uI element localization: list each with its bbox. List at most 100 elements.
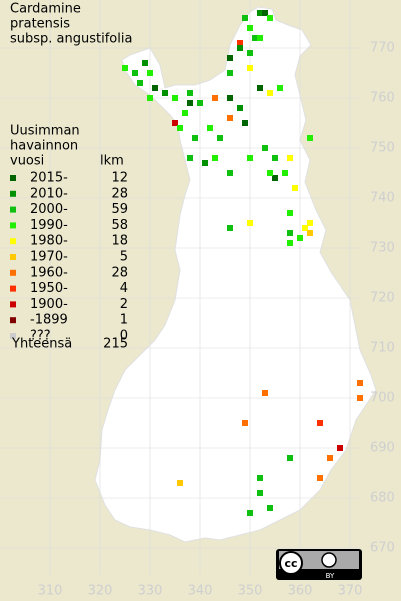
observation <box>307 220 313 226</box>
title-line: pratensis <box>10 17 70 32</box>
observation <box>147 70 153 76</box>
title-line: Cardamine <box>10 2 81 17</box>
observation <box>307 230 313 236</box>
legend-count: 12 <box>111 171 128 186</box>
legend-swatch <box>10 206 16 213</box>
legend-header: vuosi <box>10 154 44 169</box>
observation <box>257 10 263 16</box>
observation <box>317 420 323 426</box>
legend-label: 1960- <box>30 265 68 280</box>
observation <box>217 135 223 141</box>
y-tick-label: 720 <box>370 291 395 306</box>
legend-count-header: lkm <box>100 154 124 169</box>
observation <box>262 390 268 396</box>
legend-header: Uusimman <box>10 124 80 139</box>
legend-count: 59 <box>111 202 128 217</box>
x-tick-label: 350 <box>238 584 263 599</box>
legend-count: 28 <box>111 265 128 280</box>
x-tick-label: 310 <box>38 584 63 599</box>
observation <box>242 15 248 21</box>
observation <box>247 220 253 226</box>
observation <box>327 455 333 461</box>
observation <box>317 475 323 481</box>
legend-swatch <box>10 333 16 339</box>
y-tick-label: 670 <box>370 541 395 556</box>
observation <box>122 65 128 71</box>
observation <box>247 50 253 56</box>
legend-label: ??? <box>30 329 51 344</box>
y-tick-label: 770 <box>370 41 395 56</box>
observation <box>237 40 243 46</box>
x-tick-label: 360 <box>288 584 313 599</box>
observation <box>357 395 363 401</box>
y-tick-label: 710 <box>370 341 395 356</box>
x-tick-label: 340 <box>188 584 213 599</box>
legend-count: 28 <box>111 186 128 201</box>
observation <box>287 240 293 246</box>
observation <box>247 155 253 161</box>
observation <box>242 420 248 426</box>
y-tick-label: 760 <box>370 91 395 106</box>
observation <box>177 480 183 486</box>
observation <box>302 225 308 231</box>
observation <box>212 155 218 161</box>
observation <box>297 235 303 241</box>
legend-swatch <box>10 301 16 308</box>
observation <box>287 155 293 161</box>
cc-mark: cc <box>284 557 297 570</box>
observation <box>227 115 233 121</box>
observation <box>132 70 138 76</box>
observation <box>272 155 278 161</box>
observation <box>237 45 243 51</box>
y-tick-label: 690 <box>370 441 395 456</box>
observation <box>257 490 263 496</box>
legend-swatch <box>10 269 16 276</box>
observation <box>357 380 363 386</box>
legend-header: havainnon <box>10 139 78 154</box>
observation <box>337 445 343 451</box>
observation <box>227 170 233 176</box>
y-tick-label: 750 <box>370 141 395 156</box>
observation <box>267 15 273 21</box>
observation <box>182 110 188 116</box>
x-tick-label: 320 <box>88 584 113 599</box>
observation <box>142 60 148 66</box>
total-label: Yhteensä <box>11 337 72 352</box>
observation <box>152 85 158 91</box>
observation <box>262 10 268 16</box>
observation <box>257 35 263 41</box>
observation <box>227 70 233 76</box>
legend-label: 1990- <box>30 218 68 233</box>
legend-swatch <box>10 285 16 292</box>
y-tick-label: 730 <box>370 241 395 256</box>
observation <box>147 95 153 101</box>
total-count: 215 <box>103 337 128 352</box>
legend-label: 1970- <box>30 250 68 265</box>
by-label: BY <box>326 572 335 580</box>
observation <box>187 155 193 161</box>
legend-label: 1980- <box>30 234 68 249</box>
observation <box>172 95 178 101</box>
observation <box>257 85 263 91</box>
observation <box>187 90 193 96</box>
license-badge: cc BY <box>276 549 362 580</box>
legend-label: 1900- <box>30 297 68 312</box>
observation <box>202 160 208 166</box>
observation <box>277 85 283 91</box>
observation <box>227 95 233 101</box>
observation <box>247 25 253 31</box>
observation <box>137 80 143 86</box>
observation <box>282 170 288 176</box>
legend-label: 2010- <box>30 186 68 201</box>
observation <box>247 65 253 71</box>
observation <box>177 125 183 131</box>
finland-outline <box>94 6 377 543</box>
legend-count: 0 <box>120 329 128 344</box>
y-tick-label: 680 <box>370 491 395 506</box>
observation <box>197 100 203 106</box>
legend-count: 58 <box>111 218 128 233</box>
observation <box>227 55 233 61</box>
observation <box>287 455 293 461</box>
observation <box>247 510 253 516</box>
